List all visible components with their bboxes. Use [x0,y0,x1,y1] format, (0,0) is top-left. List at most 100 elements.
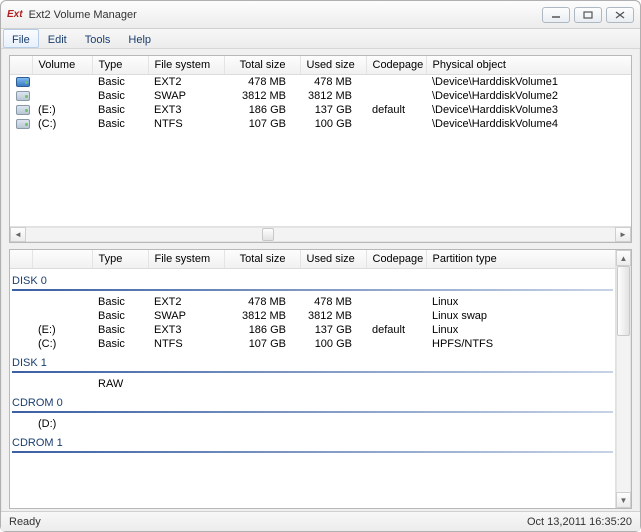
menu-tools[interactable]: Tools [76,29,120,48]
cell-letter [32,377,92,391]
title-bar: Ext Ext2 Volume Manager [1,1,640,29]
disks-table-header: Type File system Total size Used size Co… [10,250,615,269]
cell-used: 137 GB [300,323,366,337]
cell-used: 478 MB [300,295,366,309]
window-close-button[interactable] [606,7,634,23]
col2-type[interactable]: Type [92,250,148,269]
col-codepage[interactable]: Codepage [366,56,426,75]
volumes-table-header: Volume Type File system Total size Used … [10,56,631,75]
col-physical-object[interactable]: Physical object [426,56,631,75]
cell-used [300,417,366,431]
cell-volume [32,75,92,90]
cell-fs: SWAP [148,309,224,323]
table-row[interactable]: BasicEXT2478 MB478 MBLinux [10,295,615,309]
hscroll-thumb[interactable] [262,228,274,241]
volumes-panel: Volume Type File system Total size Used … [9,55,632,243]
col-type[interactable]: Type [92,56,148,75]
cell-physical: \Device\HarddiskVolume3 [426,103,631,117]
cell-volume: (E:) [32,103,92,117]
cell-letter: (E:) [32,323,92,337]
disks-panel: Type File system Total size Used size Co… [9,249,632,509]
col2-total-size[interactable]: Total size [224,250,300,269]
scroll-right-arrow-icon[interactable]: ► [615,227,631,242]
cell-type: Basic [92,103,148,117]
cell-type: Basic [92,309,148,323]
status-text: Ready [9,516,41,528]
drive-icon [16,119,30,129]
menu-file[interactable]: File [3,29,39,48]
cell-physical: \Device\HarddiskVolume1 [426,75,631,90]
cell-type [92,417,148,431]
cell-codepage [366,417,426,431]
vscroll-thumb[interactable] [617,266,630,336]
status-timestamp: Oct 13,2011 16:35:20 [527,516,632,528]
cell-letter: (C:) [32,337,92,351]
cell-type: Basic [92,75,148,90]
disk-group-separator [10,450,615,457]
status-bar: Ready Oct 13,2011 16:35:20 [1,511,640,531]
cell-codepage: default [366,323,426,337]
app-window: Ext Ext2 Volume Manager File Edit Tools … [0,0,641,532]
table-row[interactable]: RAW [10,377,615,391]
cell-ptype [426,417,615,431]
table-row[interactable]: (E:)BasicEXT3186 GB137 GBdefaultLinux [10,323,615,337]
disk-group-name: DISK 1 [10,351,615,370]
volumes-table[interactable]: Volume Type File system Total size Used … [10,56,631,131]
disk-group-separator [10,370,615,377]
col-used-size[interactable]: Used size [300,56,366,75]
cell-fs [148,417,224,431]
col-total-size[interactable]: Total size [224,56,300,75]
cell-ptype: Linux [426,295,615,309]
cell-total: 186 GB [224,323,300,337]
disk-group-name: DISK 0 [10,269,615,289]
table-row[interactable]: BasicEXT2478 MB478 MB\Device\HarddiskVol… [10,75,631,90]
cell-type: Basic [92,337,148,351]
table-row[interactable]: (C:)BasicNTFS107 GB100 GB\Device\Harddis… [10,117,631,131]
table-row[interactable]: (D:) [10,417,615,431]
col2-filesystem[interactable]: File system [148,250,224,269]
cell-letter [32,295,92,309]
col2-used-size[interactable]: Used size [300,250,366,269]
cell-used: 3812 MB [300,89,366,103]
disks-vertical-scrollbar[interactable]: ▲ ▼ [615,250,631,508]
disk-group-header[interactable]: DISK 0 [10,269,615,289]
window-minimize-button[interactable] [542,7,570,23]
cell-fs: SWAP [148,89,224,103]
disk-group-header[interactable]: CDROM 1 [10,431,615,450]
disk-group-header[interactable]: DISK 1 [10,351,615,370]
client-area: Volume Type File system Total size Used … [1,49,640,511]
col2-codepage[interactable]: Codepage [366,250,426,269]
cell-fs: EXT3 [148,103,224,117]
cell-type: RAW [92,377,148,391]
cell-codepage [366,295,426,309]
cell-total: 107 GB [224,117,300,131]
cell-total: 3812 MB [224,309,300,323]
scroll-left-arrow-icon[interactable]: ◄ [10,227,26,242]
menu-help[interactable]: Help [119,29,160,48]
cell-fs: NTFS [148,117,224,131]
table-row[interactable]: BasicSWAP3812 MB3812 MB\Device\HarddiskV… [10,89,631,103]
col-volume[interactable]: Volume [32,56,92,75]
volumes-horizontal-scrollbar[interactable]: ◄ ► [10,226,631,242]
cell-ptype: HPFS/NTFS [426,337,615,351]
menu-edit[interactable]: Edit [39,29,76,48]
col-filesystem[interactable]: File system [148,56,224,75]
cell-ptype: Linux [426,323,615,337]
menu-bar: File Edit Tools Help [1,29,640,49]
hscroll-track[interactable] [26,227,615,242]
table-row[interactable]: (C:)BasicNTFS107 GB100 GBHPFS/NTFS [10,337,615,351]
cell-total: 478 MB [224,295,300,309]
cell-used: 100 GB [300,337,366,351]
table-row[interactable]: (E:)BasicEXT3186 GB137 GBdefault\Device\… [10,103,631,117]
col2-partition-type[interactable]: Partition type [426,250,615,269]
cell-ptype [426,377,615,391]
vscroll-track[interactable] [616,266,631,492]
table-row[interactable]: BasicSWAP3812 MB3812 MBLinux swap [10,309,615,323]
cell-codepage [366,89,426,103]
disk-group-header[interactable]: CDROM 0 [10,391,615,410]
cell-codepage: default [366,103,426,117]
scroll-down-arrow-icon[interactable]: ▼ [616,492,631,508]
disks-table[interactable]: Type File system Total size Used size Co… [10,250,615,457]
scroll-up-arrow-icon[interactable]: ▲ [616,250,631,266]
window-maximize-button[interactable] [574,7,602,23]
